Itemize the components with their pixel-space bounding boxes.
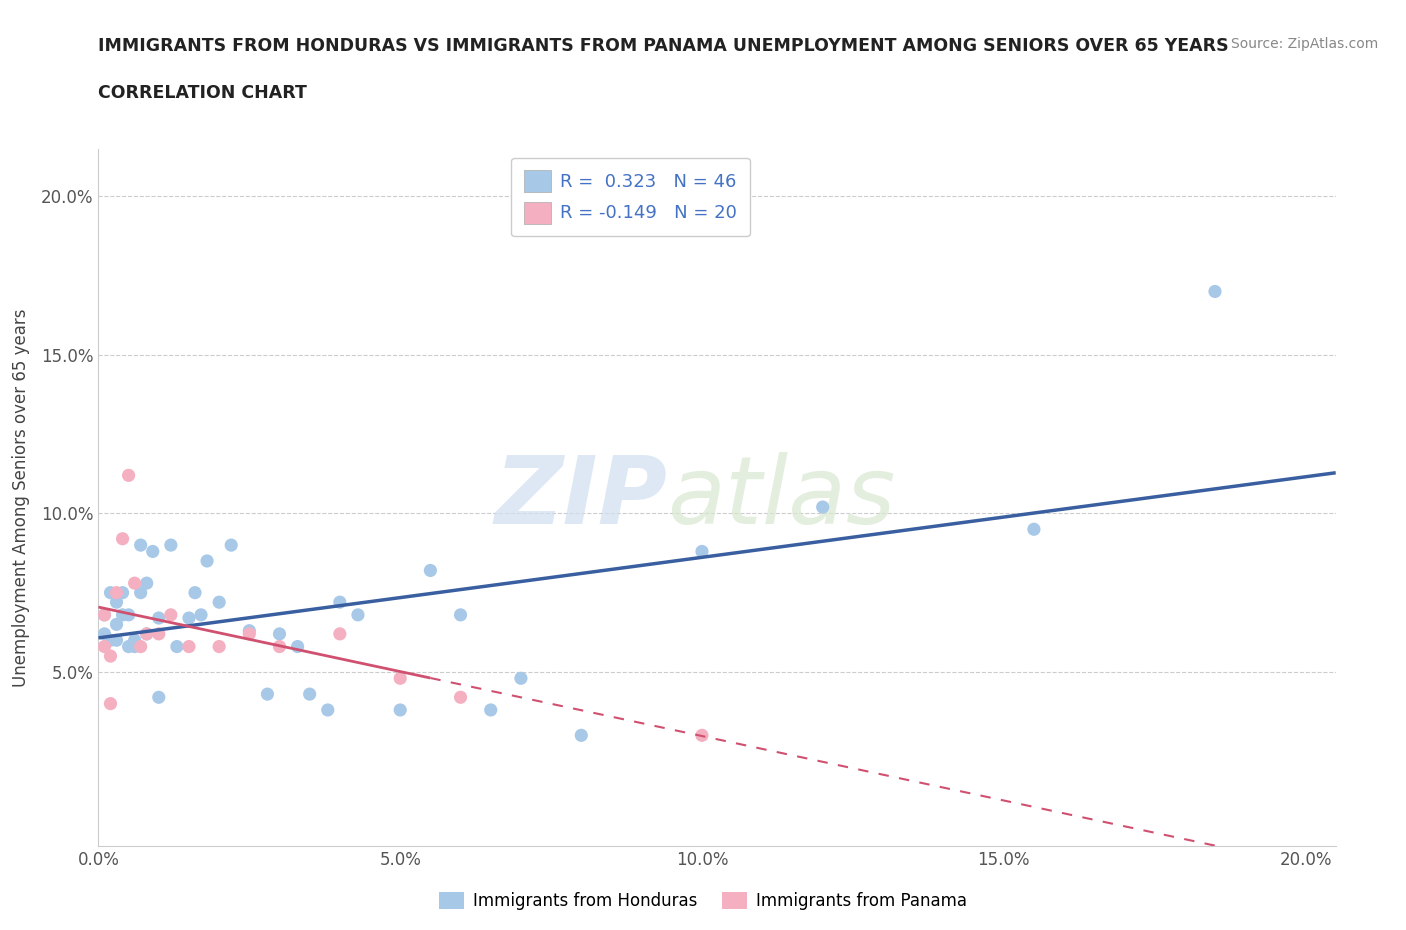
Point [238, 623, 260, 638]
Point [135, 627, 157, 642]
Point [450, 690, 472, 705]
Point [124, 632, 146, 647]
Point [690, 544, 713, 559]
Point [316, 702, 339, 717]
Text: CORRELATION CHART: CORRELATION CHART [98, 84, 308, 101]
Point [129, 538, 152, 552]
Point [298, 686, 321, 701]
Point [105, 632, 128, 647]
Point [389, 702, 412, 717]
Point [509, 671, 531, 685]
Legend: Immigrants from Honduras, Immigrants from Panama: Immigrants from Honduras, Immigrants fro… [433, 885, 973, 917]
Point [450, 607, 472, 622]
Point [129, 585, 152, 600]
Point [690, 728, 713, 743]
Point [142, 544, 165, 559]
Point [329, 627, 352, 642]
Point [135, 627, 157, 642]
Text: atlas: atlas [668, 452, 896, 543]
Point [93, 607, 115, 622]
Point [93, 639, 115, 654]
Point [569, 728, 592, 743]
Point [117, 639, 139, 654]
Point [177, 611, 200, 626]
Point [160, 538, 183, 552]
Point [100, 648, 122, 663]
Point [129, 639, 152, 654]
Point [219, 538, 242, 552]
Point [811, 499, 834, 514]
Point [148, 627, 170, 642]
Point [190, 607, 212, 622]
Point [166, 639, 188, 654]
Point [160, 607, 183, 622]
Point [177, 639, 200, 654]
Point [419, 563, 441, 578]
Point [479, 702, 502, 717]
Point [269, 639, 291, 654]
Point [1204, 284, 1226, 299]
Point [124, 639, 146, 654]
Point [105, 595, 128, 610]
Point [1022, 522, 1045, 537]
Point [105, 617, 128, 631]
Point [208, 639, 231, 654]
Point [329, 595, 352, 610]
Point [256, 686, 278, 701]
Point [238, 627, 260, 642]
Point [105, 585, 128, 600]
Point [184, 585, 207, 600]
Point [135, 576, 157, 591]
Point [111, 531, 134, 546]
Point [117, 607, 139, 622]
Point [100, 632, 122, 647]
Point [148, 690, 170, 705]
Point [287, 639, 309, 654]
Point [111, 607, 134, 622]
Legend: R =  0.323   N = 46, R = -0.149   N = 20: R = 0.323 N = 46, R = -0.149 N = 20 [512, 158, 749, 236]
Point [117, 468, 139, 483]
Point [111, 585, 134, 600]
Point [93, 627, 115, 642]
Text: ZIP: ZIP [495, 452, 668, 543]
Point [269, 627, 291, 642]
Point [347, 607, 370, 622]
Y-axis label: Unemployment Among Seniors over 65 years: Unemployment Among Seniors over 65 years [11, 309, 30, 686]
Point [148, 611, 170, 626]
Point [208, 595, 231, 610]
Point [93, 607, 115, 622]
Point [100, 697, 122, 711]
Point [195, 553, 218, 568]
Point [389, 671, 412, 685]
Point [124, 576, 146, 591]
Point [100, 585, 122, 600]
Text: Source: ZipAtlas.com: Source: ZipAtlas.com [1230, 37, 1378, 51]
Text: IMMIGRANTS FROM HONDURAS VS IMMIGRANTS FROM PANAMA UNEMPLOYMENT AMONG SENIORS OV: IMMIGRANTS FROM HONDURAS VS IMMIGRANTS F… [98, 37, 1229, 55]
